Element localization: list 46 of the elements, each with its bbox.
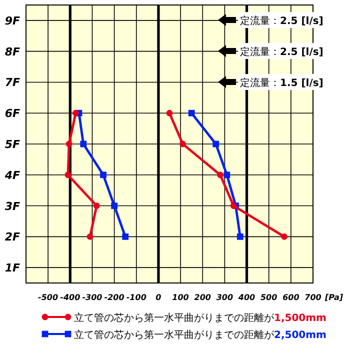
x-tick-label: 400 — [237, 293, 256, 302]
y-tick-label: 8F — [4, 45, 20, 58]
x-tick-label: -500 — [38, 293, 59, 302]
y-tick-label: 2F — [4, 230, 20, 244]
y-tick-label: 5F — [4, 138, 20, 151]
x-tick-label: -300 — [82, 293, 103, 302]
point — [166, 110, 173, 116]
point — [224, 172, 230, 178]
point — [93, 202, 100, 209]
legend-label: 立て管の芯から第一水平曲がりまでの距離が1,500mm — [74, 312, 326, 324]
annotation: 定流量：2.5 [l/s] — [240, 15, 324, 27]
x-tick-label: -200 — [104, 293, 125, 302]
x-axis-title: [Pa] — [324, 293, 344, 302]
y-tick-label: 1F — [4, 262, 20, 275]
y-tick-label: 4F — [4, 168, 20, 182]
annotation: 定流量：2.5 [l/s] — [240, 46, 324, 58]
x-tick-label: 700 — [304, 293, 322, 302]
x-tick-label: 200 — [194, 293, 212, 302]
x-tick-label: 100 — [172, 293, 190, 302]
legend-label: 立て管の芯から第一水平曲がりまでの距離が2,500mm — [74, 329, 326, 341]
point — [180, 140, 186, 148]
point — [64, 172, 72, 178]
point — [86, 233, 94, 240]
x-tick-label: 0 — [156, 293, 162, 302]
point — [236, 233, 244, 240]
point — [281, 233, 288, 240]
point — [217, 172, 224, 178]
point — [188, 110, 195, 116]
y-tick-label: 9F — [4, 14, 20, 28]
y-tick-label: 3F — [4, 200, 20, 213]
y-tick-label: 6F — [4, 107, 20, 120]
x-tick-label: -100 — [126, 293, 147, 302]
annotation: 定流量：1.5 [l/s] — [240, 77, 324, 89]
point — [80, 140, 87, 148]
y-tick-label: 7F — [4, 76, 20, 90]
point — [66, 140, 72, 148]
x-tick-label: -400 — [60, 293, 81, 302]
point — [72, 110, 79, 116]
point — [212, 140, 220, 148]
point — [111, 202, 118, 209]
x-tick-label: 600 — [282, 293, 300, 302]
x-tick-label: 300 — [216, 293, 234, 302]
point — [230, 202, 237, 209]
point — [122, 233, 129, 240]
x-tick-label: 500 — [260, 293, 278, 302]
point — [100, 172, 106, 178]
